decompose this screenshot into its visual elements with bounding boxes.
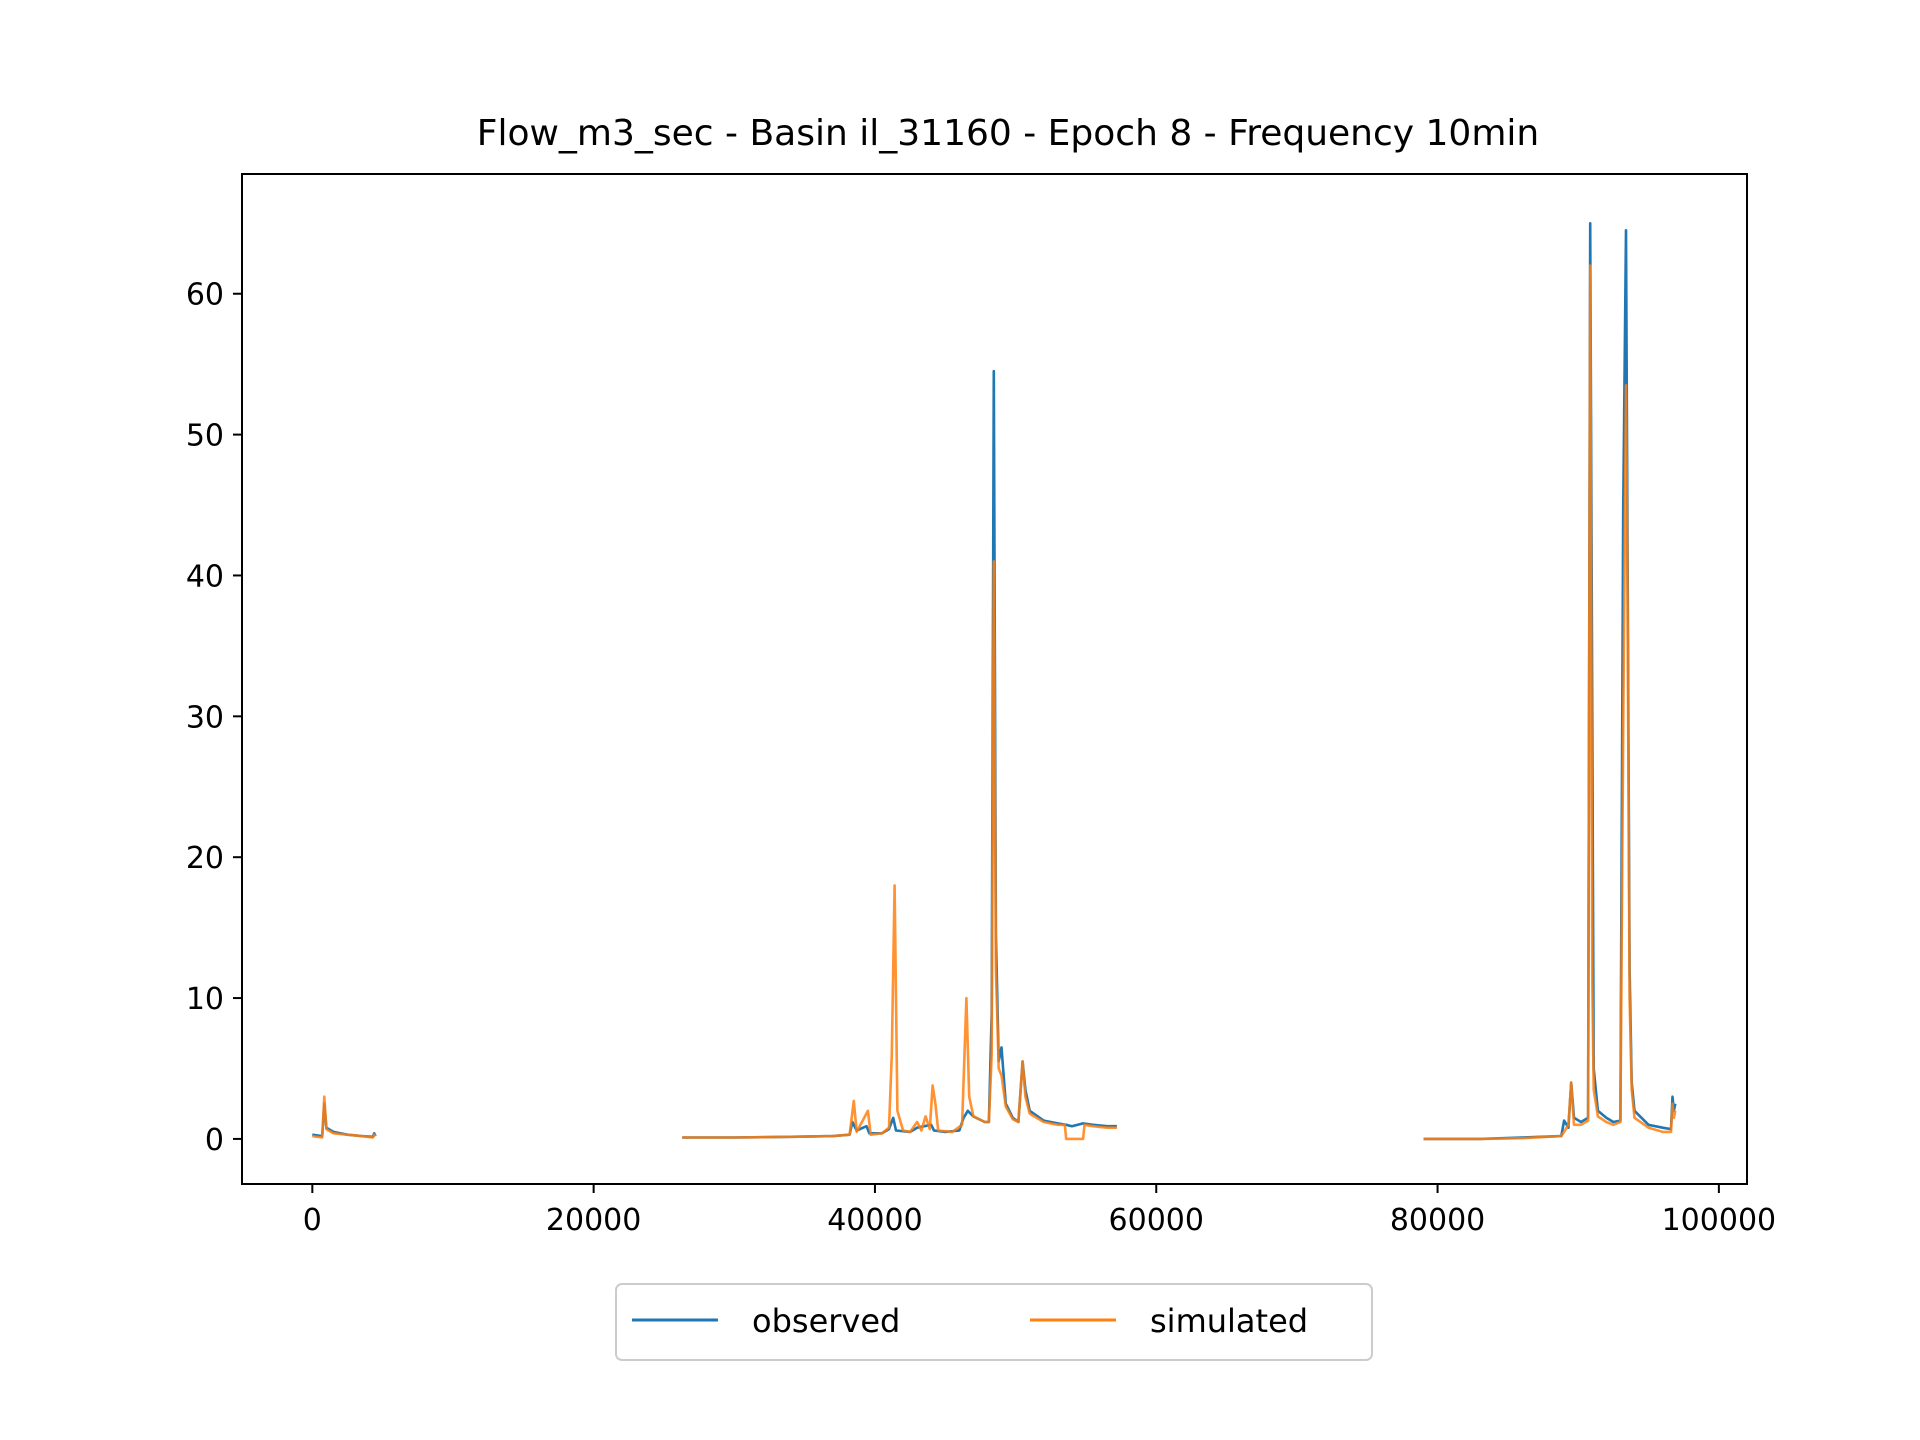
y-tick-label: 40 [186,559,224,594]
legend-simulated-label: simulated [1150,1302,1308,1340]
simulated-line-segment-1 [312,1095,377,1139]
y-tick-label: 30 [186,700,224,735]
y-tick-label: 50 [186,419,224,454]
simulated-line-segment-3 [1423,264,1677,1141]
x-tick-label: 80000 [1390,1203,1485,1238]
chart-title: Flow_m3_sec - Basin il_31160 - Epoch 8 -… [477,113,1539,154]
x-axis: 0 20000 40000 60000 80000 100000 [303,1184,1776,1238]
x-tick-label: 60000 [1109,1203,1204,1238]
observed-line-segment-2 [682,369,1117,1139]
y-tick-label: 0 [205,1123,224,1158]
y-tick-label: 10 [186,982,224,1017]
legend: observed simulated [615,1283,1373,1361]
plot-frame [241,173,1748,1185]
x-tick-label: 20000 [546,1203,641,1238]
x-tick-label: 0 [303,1203,322,1238]
x-tick-label: 40000 [827,1203,922,1238]
plot-lines [312,222,1677,1141]
x-tick-label: 100000 [1662,1203,1777,1238]
y-tick-label: 20 [186,841,224,876]
simulated-line-segment-2 [682,560,1117,1141]
y-axis: 0 10 20 30 40 50 60 [186,278,242,1158]
y-tick-label: 60 [186,278,224,313]
legend-frame [615,1283,1373,1361]
legend-observed-label: observed [752,1302,900,1340]
